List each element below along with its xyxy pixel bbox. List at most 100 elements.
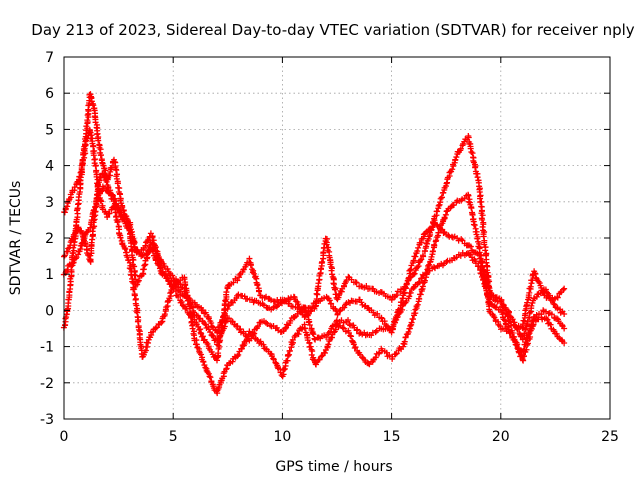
data-point <box>561 325 568 332</box>
data-point <box>223 365 230 372</box>
data-point <box>476 252 483 259</box>
data-point <box>514 326 521 333</box>
data-point <box>523 303 530 310</box>
data-point <box>235 351 242 358</box>
data-point <box>393 292 400 299</box>
data-point <box>167 290 174 297</box>
data-point <box>479 216 486 223</box>
data-point <box>234 277 241 284</box>
data-point <box>282 325 289 332</box>
data-point <box>458 197 465 204</box>
data-point <box>114 219 121 226</box>
data-point <box>126 265 133 272</box>
data-point <box>207 374 214 381</box>
data-point <box>414 248 421 255</box>
data-point <box>145 339 152 346</box>
data-point <box>229 358 236 365</box>
data-point <box>65 245 72 252</box>
data-point <box>72 255 79 262</box>
data-point <box>214 329 221 336</box>
data-point <box>62 315 69 322</box>
data-point <box>430 221 437 228</box>
data-point <box>414 301 421 308</box>
x-tick-label: 20 <box>492 429 510 445</box>
y-tick-label: 0 <box>45 303 54 319</box>
data-point <box>472 164 479 171</box>
data-point <box>315 280 322 287</box>
data-point <box>142 242 149 249</box>
data-point <box>352 279 359 286</box>
data-point <box>189 325 196 332</box>
data-point <box>521 330 528 337</box>
data-point <box>561 285 568 292</box>
y-tick-label: 7 <box>45 50 54 66</box>
data-point <box>135 277 142 284</box>
data-point <box>468 148 475 155</box>
data-point <box>428 253 435 260</box>
axes: 0 5 10 15 20 25 -3 -2 -1 0 1 2 3 4 5 6 7 <box>40 50 619 445</box>
series-track-2 <box>60 126 568 397</box>
data-point <box>179 302 186 309</box>
data-point <box>402 284 409 291</box>
data-point <box>318 353 325 360</box>
data-point <box>467 243 474 250</box>
data-point <box>499 301 506 308</box>
data-point <box>458 236 465 243</box>
data-point <box>149 234 156 241</box>
data-point <box>403 280 410 287</box>
data-point <box>519 351 526 358</box>
data-point <box>61 252 68 259</box>
x-axis-label: GPS time / hours <box>275 459 392 475</box>
data-point <box>498 297 505 304</box>
data-point <box>84 112 91 119</box>
data-point <box>429 224 436 231</box>
data-point <box>131 292 138 299</box>
data-point <box>326 297 333 304</box>
data-point <box>230 279 237 286</box>
data-point <box>301 325 308 332</box>
data-point <box>459 196 466 203</box>
data-point <box>548 311 555 318</box>
y-tick-label: -1 <box>40 340 54 356</box>
data-point <box>526 309 533 316</box>
data-point <box>304 312 311 319</box>
data-point <box>134 278 141 285</box>
data-point <box>474 174 481 181</box>
data-point <box>406 274 413 281</box>
data-point <box>234 353 241 360</box>
data-point <box>106 210 113 217</box>
data-point <box>161 263 168 270</box>
data-point <box>157 258 164 265</box>
data-point <box>248 335 255 342</box>
data-point <box>538 311 545 318</box>
data-point <box>294 330 301 337</box>
data-point <box>420 231 427 238</box>
data-point <box>482 247 489 254</box>
data-point <box>422 247 429 254</box>
data-point <box>260 341 267 348</box>
data-point <box>199 333 206 340</box>
data-point <box>238 345 245 352</box>
data-point <box>224 305 231 312</box>
data-point <box>527 283 534 290</box>
data-point <box>254 282 261 289</box>
data-point <box>130 263 137 270</box>
data-point <box>416 295 423 302</box>
data-point <box>93 198 100 205</box>
data-point <box>113 167 120 174</box>
data-point <box>339 324 346 331</box>
data-point <box>61 209 68 216</box>
data-point <box>115 204 122 211</box>
data-point <box>407 322 414 329</box>
data-point <box>222 297 229 304</box>
data-point <box>327 328 334 335</box>
data-point <box>306 322 313 329</box>
data-point <box>316 356 323 363</box>
data-point <box>281 365 288 372</box>
data-point <box>254 323 261 330</box>
data-point <box>530 317 537 324</box>
data-point <box>77 174 84 181</box>
data-point <box>505 324 512 331</box>
data-point <box>200 358 207 365</box>
